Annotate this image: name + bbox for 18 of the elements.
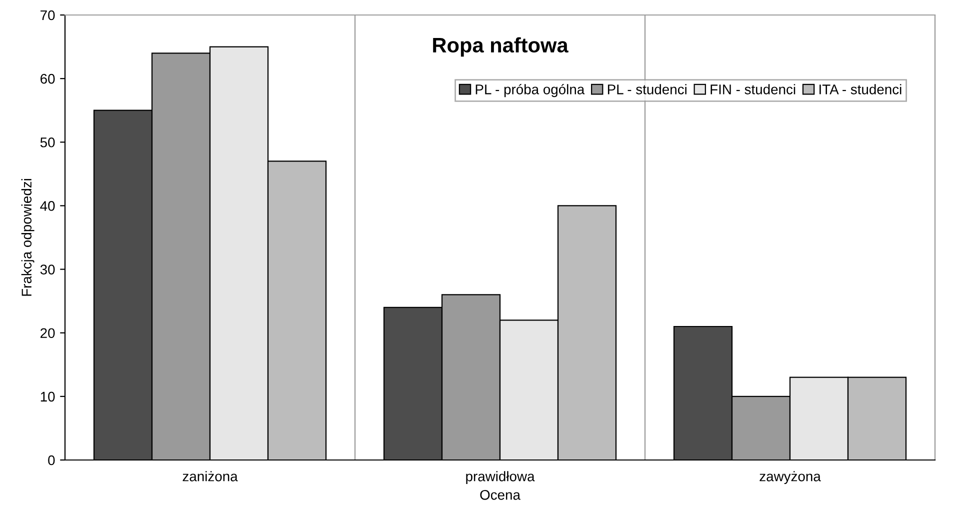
y-tick-label: 20 xyxy=(40,328,55,338)
y-tick-label: 10 xyxy=(40,392,55,402)
x-tick-label: prawidłowa xyxy=(466,471,535,484)
x-tick-label: zawyżona xyxy=(760,471,821,484)
x-axis-title: Ocena xyxy=(480,490,520,500)
legend-label: PL - próba ogólna xyxy=(476,84,585,98)
legend-label: ITA - studenci xyxy=(820,84,902,94)
y-axis-title: Frakcja odpowiedzi xyxy=(21,178,34,296)
y-tick-label: 0 xyxy=(48,455,55,466)
legend-label: FIN - studenci xyxy=(710,84,796,94)
x-tick-label: zaniżona xyxy=(182,471,238,482)
y-tick-label: 40 xyxy=(40,201,55,211)
legend-label: PL - studenci xyxy=(608,84,686,94)
y-tick-label: 60 xyxy=(40,74,55,84)
text: Ropa naftowa xyxy=(433,37,568,57)
y-tick-label: 50 xyxy=(40,137,55,148)
y-tick-label: 30 xyxy=(40,264,55,274)
y-tick-label: 70 xyxy=(40,10,55,20)
